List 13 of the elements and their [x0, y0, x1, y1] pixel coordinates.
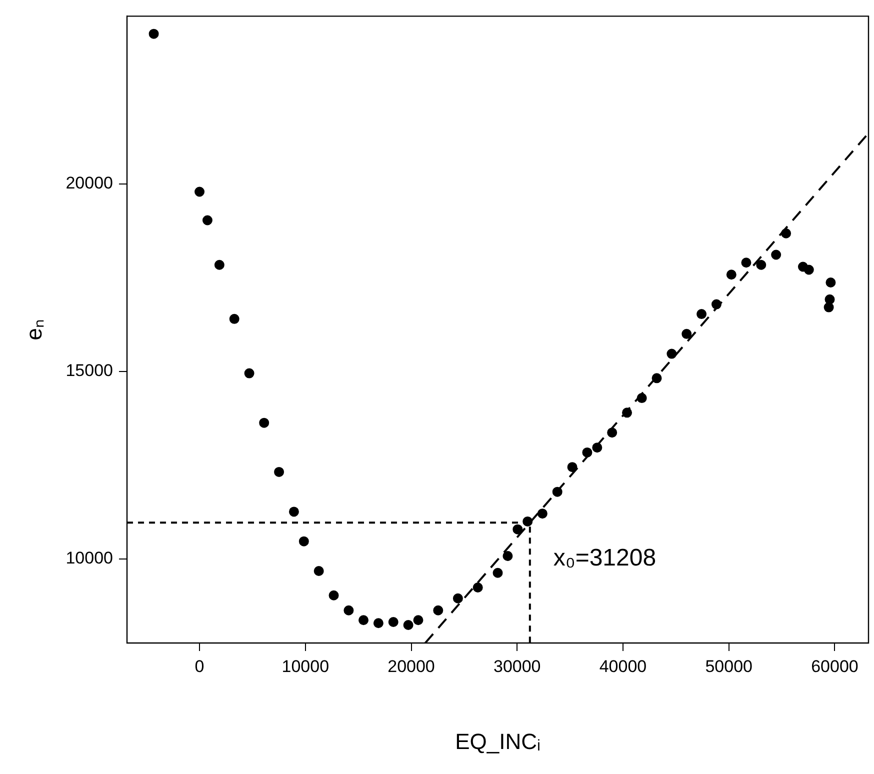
annotation: x₀=31208: [553, 544, 656, 572]
x-tick-label: 30000: [493, 656, 541, 676]
x-tick-label: 60000: [811, 656, 858, 676]
x-tick-label: 10000: [282, 656, 330, 676]
x-tick-label: 0: [194, 656, 204, 676]
x-tick-label: 40000: [599, 656, 647, 676]
y-tick-label: 20000: [66, 174, 113, 193]
x-axis-title: EQ_INCᵢ: [455, 728, 540, 754]
y-axis-title: eₙ: [21, 318, 46, 340]
y-tick-label: 10000: [66, 548, 113, 568]
y-tick-label: 15000: [66, 361, 113, 380]
x-tick-label: 20000: [388, 656, 435, 676]
x-tick-label: 50000: [705, 656, 752, 676]
